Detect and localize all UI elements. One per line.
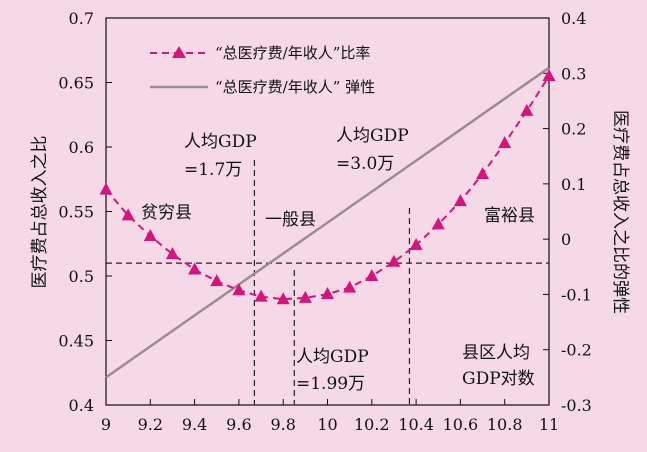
x-tick-label: 10.4 xyxy=(398,415,434,434)
ratio-point xyxy=(276,292,290,305)
right-axis-label: 医疗费占总收入之比的弹性 xyxy=(610,110,630,314)
gdp-min-value: =1.99万 xyxy=(296,374,365,394)
right-axis-ticks: -0.3 -0.2 -0.1 0 0.1 0.2 0.3 0.4 xyxy=(543,9,592,415)
ratio-point xyxy=(298,290,312,303)
plot-area xyxy=(105,17,550,406)
right-tick-label: -0.1 xyxy=(561,285,592,304)
x-tick-label: 10.6 xyxy=(443,415,479,434)
x-tick-label: 9.6 xyxy=(226,415,251,434)
ratio-point xyxy=(232,283,246,296)
left-tick-label: 0.4 xyxy=(69,396,94,415)
x-axis-ticks: 9 9.2 9.4 9.6 9.8 10 10.2 10.4 10.6 10.8 11 xyxy=(101,399,559,434)
region-normal-label: 一般县 xyxy=(265,210,316,230)
ratio-point xyxy=(431,217,445,230)
x-tick-label: 9.4 xyxy=(182,415,207,434)
ratio-point xyxy=(254,289,268,302)
ratio-point xyxy=(210,274,224,287)
left-axis-label: 医疗费占总收入之比 xyxy=(30,136,50,289)
ratio-point xyxy=(321,287,334,300)
right-tick-label: 0.3 xyxy=(561,64,586,83)
right-tick-label: 0.1 xyxy=(561,175,586,194)
ratio-point xyxy=(476,167,490,180)
gdp-min-label: 人均GDP xyxy=(296,347,369,367)
ratio-point xyxy=(343,280,357,293)
gdp-low-label: 人均GDP xyxy=(184,132,257,152)
legend-ratio-label: “总医疗费/年收人”比率 xyxy=(215,44,370,62)
legend-elasticity-label: “总医疗费/年收人” 弹性 xyxy=(215,78,375,96)
gdp-high-label: 人均GDP xyxy=(336,126,409,146)
gdp-low-value: =1.7万 xyxy=(184,160,242,180)
x-note-line2: GDP对数 xyxy=(462,369,535,389)
left-tick-label: 0.55 xyxy=(58,203,94,222)
region-rich-label: 富裕县 xyxy=(484,206,535,226)
x-tick-label: 9 xyxy=(101,415,111,434)
x-tick-label: 10 xyxy=(317,415,337,434)
right-tick-label: 0 xyxy=(561,230,571,249)
x-tick-label: 10.2 xyxy=(354,415,390,434)
left-tick-label: 0.45 xyxy=(58,332,94,351)
right-tick-label: -0.2 xyxy=(561,341,592,360)
left-tick-label: 0.6 xyxy=(69,138,94,157)
ratio-point xyxy=(143,229,157,242)
ratio-point xyxy=(520,103,534,116)
left-axis-ticks: 0.4 0.45 0.5 0.55 0.6 0.65 0.7 xyxy=(58,9,112,415)
ratio-point xyxy=(498,136,512,149)
region-poor-label: 贫穷县 xyxy=(141,203,192,223)
legend: “总医疗费/年收人”比率 “总医疗费/年收人” 弹性 xyxy=(150,44,375,96)
reference-lines xyxy=(106,160,549,405)
ratio-point xyxy=(542,69,556,82)
right-tick-label: 0.4 xyxy=(561,9,586,28)
left-tick-label: 0.5 xyxy=(69,267,94,286)
gdp-high-value: =3.0万 xyxy=(336,154,394,174)
elasticity-line xyxy=(105,66,550,379)
ratio-point xyxy=(453,194,467,207)
x-tick-label: 9.2 xyxy=(138,415,163,434)
ratio-point xyxy=(387,254,401,267)
series-layer xyxy=(99,66,556,379)
legend-ratio-marker xyxy=(172,46,186,58)
ratio-point xyxy=(121,208,135,221)
right-tick-label: -0.3 xyxy=(561,396,592,415)
ratio-point xyxy=(409,238,423,251)
ratio-point xyxy=(188,262,202,275)
x-tick-label: 11 xyxy=(539,415,559,434)
ratio-point xyxy=(99,182,113,195)
left-tick-label: 0.65 xyxy=(58,74,94,93)
ratio-point xyxy=(365,269,379,281)
ratio-point xyxy=(165,247,179,260)
left-tick-label: 0.7 xyxy=(69,9,94,28)
x-note-line1: 县区人均 xyxy=(462,343,530,363)
x-tick-label: 10.8 xyxy=(487,415,523,434)
right-tick-label: 0.2 xyxy=(561,120,586,139)
x-tick-label: 9.8 xyxy=(270,415,295,434)
